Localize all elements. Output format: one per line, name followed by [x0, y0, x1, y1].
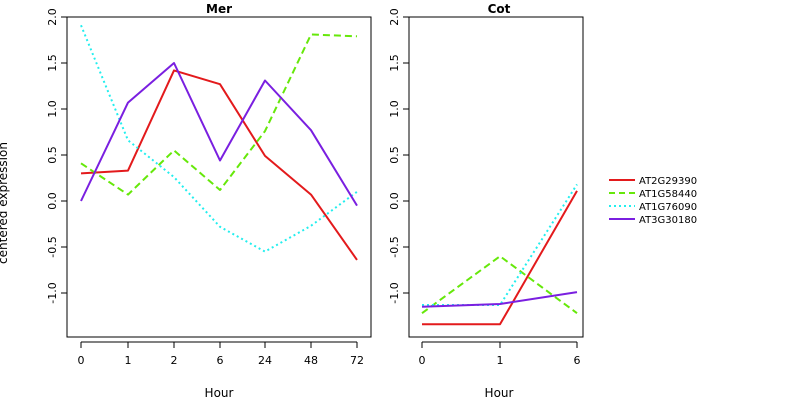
- cot-ytick-label-0: 2.0: [388, 8, 401, 26]
- cot-series-at3g30180-line: [421, 291, 578, 308]
- cot-xtick-label-1: 1: [497, 354, 504, 367]
- mer-xtick-label-3: 6: [217, 354, 224, 367]
- cot-ytick-label-3: 0.5: [388, 146, 401, 164]
- mer-xtick-label-4: 24: [258, 354, 272, 367]
- cot-series-at2g29390-line: [422, 190, 578, 326]
- mer-series-at2g29390-line: [80, 69, 358, 261]
- cot-ytick-label-4: 0.0: [388, 192, 401, 210]
- mer-xtick-label-1: 1: [125, 354, 132, 367]
- legend-label-3: AT1G76090: [639, 202, 697, 213]
- mer-series-at1g58440-line: [80, 33, 358, 196]
- cot-ytick-label-6: -1.0: [388, 282, 401, 303]
- mer-ytick-label-1: 1.5: [46, 54, 59, 72]
- panel-mer-frame: [66, 16, 372, 338]
- mer-xtick-label-2: 2: [171, 354, 178, 367]
- cot-ytick-label-5: -0.5: [388, 236, 401, 257]
- cot-xtick-label-2: 6: [574, 354, 581, 367]
- panel-cot-x-title: Hour: [485, 386, 514, 400]
- mer-series-at3g30180-line: [80, 62, 358, 207]
- panel-mer-y-axis: 2.0 1.5 1.0 0.5 0.0 -0.5 -1.0: [46, 8, 67, 304]
- cot-ytick-label-2: 1.0: [388, 100, 401, 118]
- panel-cot: Cot 2.0 1.5 1.0 0.5 0.0 -0.5 -1.0 0 1 6 Hour: [388, 2, 584, 400]
- cot-series-at1g76090-line: [422, 183, 578, 306]
- cot-xtick-label-0: 0: [419, 354, 426, 367]
- panel-cot-title: Cot: [488, 2, 511, 16]
- mer-series-at1g76090-line: [80, 24, 358, 253]
- mer-ytick-label-4: 0.0: [46, 192, 59, 210]
- panel-cot-series: [421, 183, 578, 326]
- mer-ytick-label-0: 2.0: [46, 8, 59, 26]
- legend: AT2G29390 AT1G58440 AT1G76090 AT3G30180: [609, 176, 697, 226]
- legend-label-2: AT1G58440: [639, 189, 697, 200]
- panel-mer-title: Mer: [206, 2, 232, 16]
- y-axis-title: centered expression: [0, 142, 10, 264]
- mer-xtick-label-6: 72: [350, 354, 364, 367]
- panel-cot-frame: [408, 16, 584, 338]
- cot-ytick-label-1: 1.5: [388, 54, 401, 72]
- panel-mer: Mer 2.0 1.5 1.0 0.5 0.0 -0.5 -1.0 0 1 2 6 24 48 72 H…: [46, 2, 372, 400]
- mer-ytick-label-3: 0.5: [46, 146, 59, 164]
- panel-mer-series: [80, 24, 358, 261]
- panel-mer-x-title: Hour: [205, 386, 234, 400]
- mer-ytick-label-5: -0.5: [46, 236, 59, 257]
- legend-label-1: AT2G29390: [639, 176, 697, 187]
- mer-xtick-label-0: 0: [78, 354, 85, 367]
- panel-mer-x-axis: 0 1 2 6 24 48 72: [78, 341, 364, 367]
- legend-label-4: AT3G30180: [639, 215, 697, 226]
- panel-cot-x-axis: 0 1 6: [419, 341, 581, 367]
- mer-ytick-label-6: -1.0: [46, 282, 59, 303]
- panel-cot-y-axis: 2.0 1.5 1.0 0.5 0.0 -0.5 -1.0: [388, 8, 409, 304]
- mer-xtick-label-5: 48: [304, 354, 318, 367]
- cot-series-at1g58440-line: [421, 255, 578, 315]
- mer-ytick-label-2: 1.0: [46, 100, 59, 118]
